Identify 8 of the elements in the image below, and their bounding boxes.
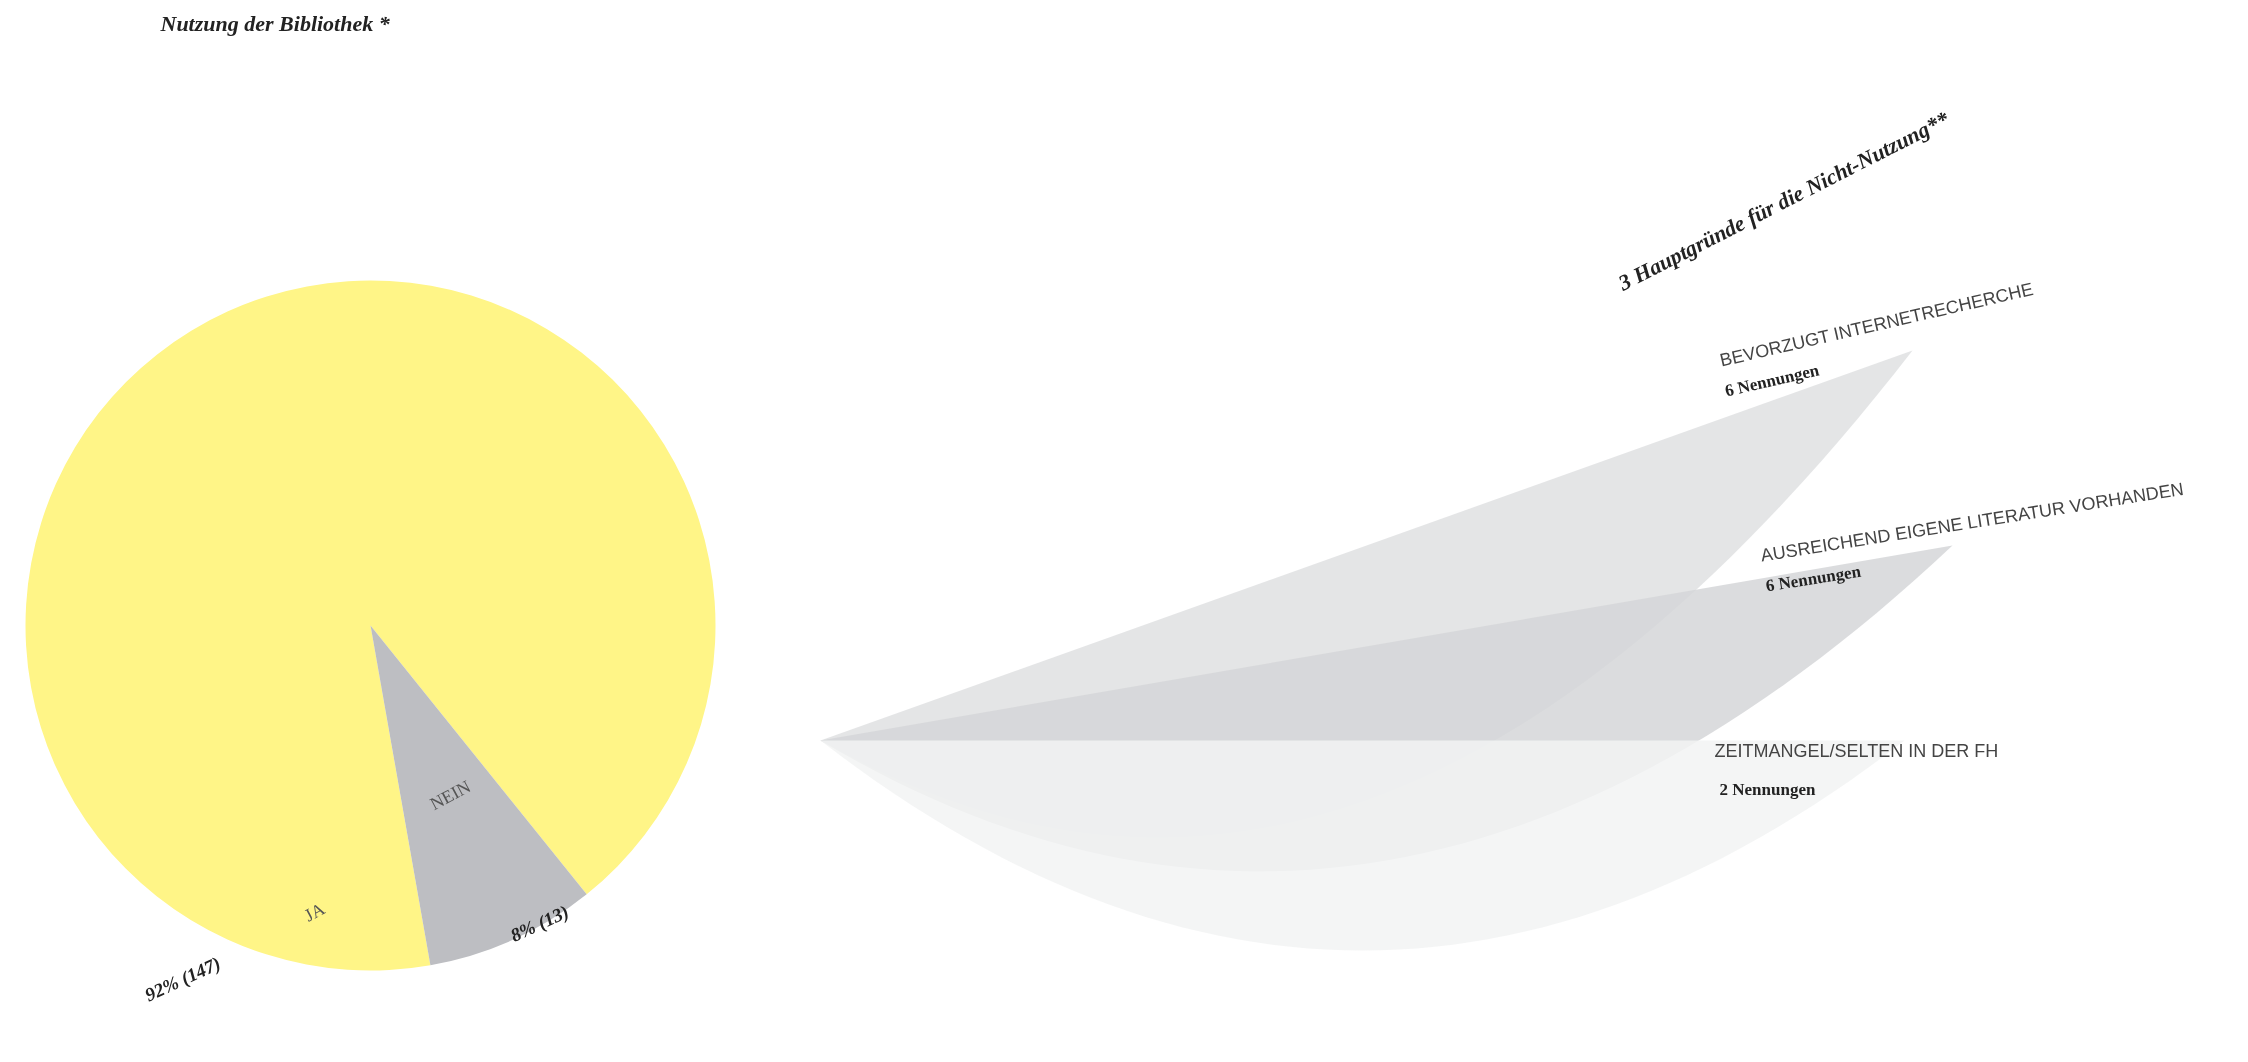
slice-label: NEIN <box>426 776 474 815</box>
data-label: 2 Nennungen <box>1719 779 1816 799</box>
data-label: 92% (147) <box>141 952 225 1007</box>
slice-label: JA <box>301 898 329 926</box>
chart-title: Nutzung der Bibliothek * <box>159 10 391 36</box>
category-label: ZEITMANGEL/SELTEN IN DER FH <box>1714 740 1999 761</box>
data-label: 6 Nennungen <box>1764 561 1863 596</box>
data-label: 8% (13) <box>507 900 573 947</box>
